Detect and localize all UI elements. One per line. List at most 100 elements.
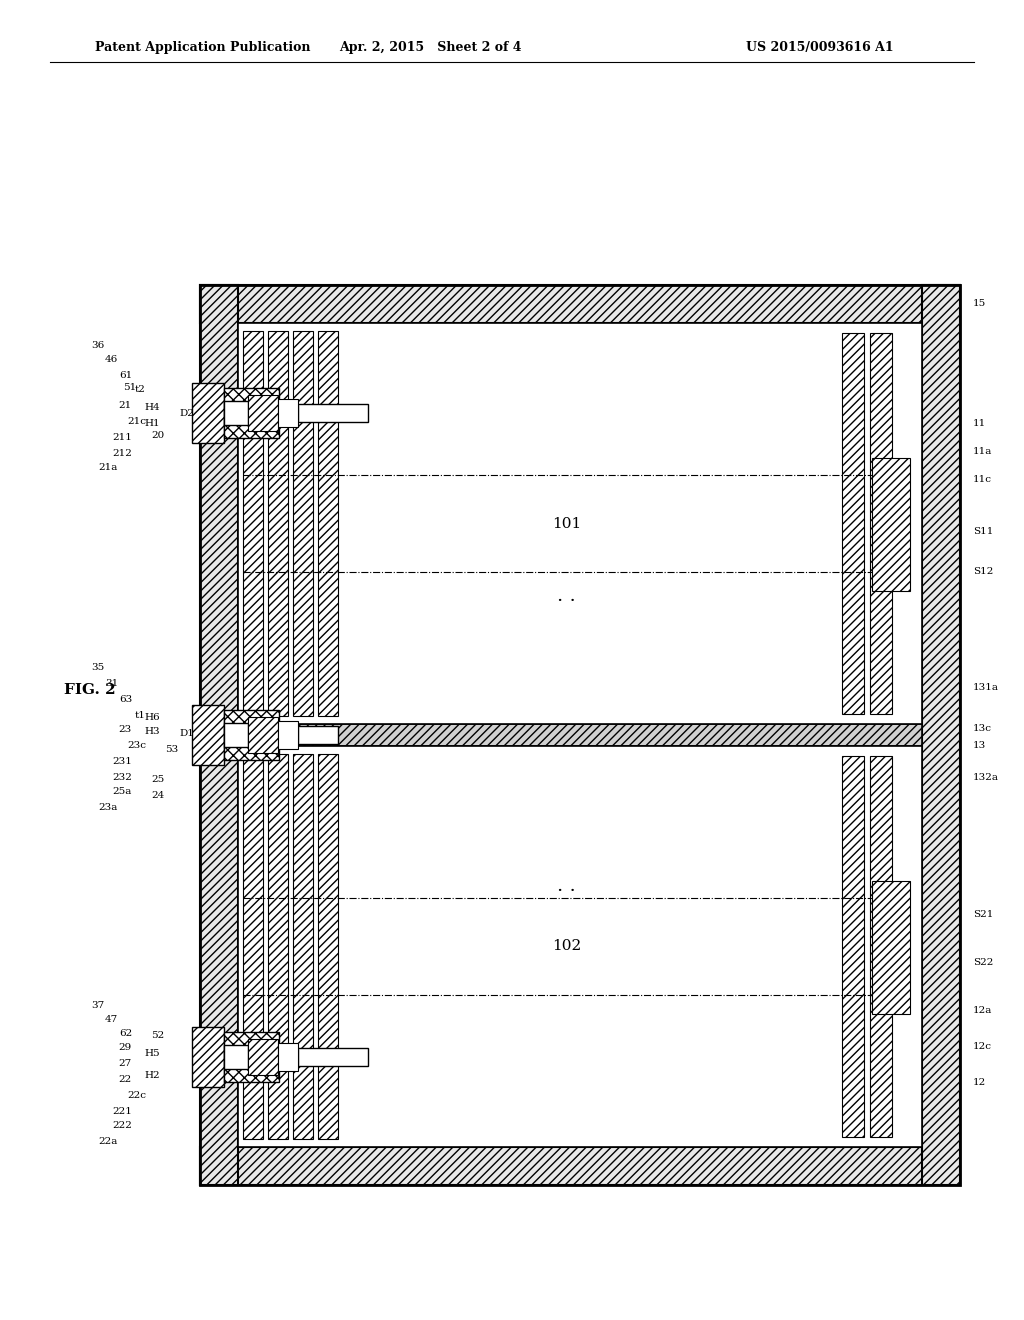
- Bar: [268, 331, 288, 715]
- Bar: [243, 1049, 298, 1065]
- Text: 36: 36: [91, 341, 104, 350]
- Bar: [872, 458, 910, 591]
- Text: 221: 221: [112, 1106, 132, 1115]
- Text: 31: 31: [104, 678, 118, 688]
- Text: S12: S12: [973, 568, 993, 576]
- Text: t2: t2: [135, 385, 146, 395]
- Text: 13c: 13c: [973, 723, 992, 733]
- Text: H2: H2: [144, 1071, 160, 1080]
- Bar: [278, 399, 298, 426]
- Text: . .: . .: [557, 878, 575, 895]
- Bar: [193, 1027, 224, 1086]
- Bar: [200, 285, 238, 1185]
- Text: 25a: 25a: [113, 788, 132, 796]
- Bar: [268, 754, 288, 1139]
- Text: S11: S11: [973, 527, 993, 536]
- Bar: [224, 710, 279, 760]
- Text: D2: D2: [179, 408, 194, 417]
- Text: 211: 211: [112, 433, 132, 442]
- Bar: [243, 405, 298, 421]
- Bar: [238, 746, 922, 1147]
- Text: 22c: 22c: [127, 1090, 146, 1100]
- Text: 37: 37: [91, 1001, 104, 1010]
- Text: 22a: 22a: [98, 1137, 118, 1146]
- Text: 23a: 23a: [98, 803, 118, 812]
- Text: 62: 62: [119, 1028, 132, 1038]
- Text: 61: 61: [119, 371, 132, 380]
- Text: D1: D1: [179, 729, 194, 738]
- Bar: [193, 383, 224, 444]
- Text: 46: 46: [104, 355, 118, 364]
- Text: 12c: 12c: [973, 1043, 992, 1051]
- Text: FIG. 2: FIG. 2: [65, 682, 116, 697]
- Text: 21a: 21a: [98, 463, 118, 473]
- Bar: [224, 723, 248, 747]
- Bar: [238, 726, 338, 744]
- Bar: [243, 727, 298, 743]
- Text: 63: 63: [119, 694, 132, 704]
- Bar: [238, 1048, 368, 1067]
- Bar: [200, 285, 961, 323]
- Text: 24: 24: [151, 791, 164, 800]
- Bar: [293, 754, 313, 1139]
- Text: H3: H3: [144, 726, 160, 735]
- Text: 47: 47: [104, 1015, 118, 1023]
- Text: 131a: 131a: [973, 682, 999, 692]
- Text: 22: 22: [119, 1074, 132, 1084]
- Text: 231: 231: [112, 756, 132, 766]
- Text: 21: 21: [119, 400, 132, 409]
- Text: 20: 20: [151, 430, 164, 440]
- Text: 12a: 12a: [973, 1006, 992, 1015]
- Text: 222: 222: [112, 1122, 132, 1130]
- Text: 29: 29: [119, 1044, 132, 1052]
- Text: 23c: 23c: [127, 741, 146, 750]
- Text: Apr. 2, 2015   Sheet 2 of 4: Apr. 2, 2015 Sheet 2 of 4: [339, 41, 521, 54]
- Text: 21c: 21c: [127, 417, 146, 425]
- Bar: [248, 395, 278, 432]
- Text: . .: . .: [557, 586, 575, 605]
- Bar: [200, 1147, 961, 1185]
- Text: 11a: 11a: [973, 446, 992, 455]
- Text: 132a: 132a: [973, 772, 999, 781]
- Bar: [238, 723, 922, 746]
- Text: 11c: 11c: [973, 475, 992, 484]
- Text: 23: 23: [119, 726, 132, 734]
- Text: 51: 51: [123, 384, 136, 392]
- Text: 13: 13: [973, 741, 986, 750]
- Bar: [248, 1039, 278, 1074]
- Bar: [243, 331, 263, 715]
- Text: 15: 15: [973, 300, 986, 309]
- Text: 11: 11: [973, 418, 986, 428]
- Text: US 2015/0093616 A1: US 2015/0093616 A1: [746, 41, 894, 54]
- Text: S22: S22: [973, 958, 993, 968]
- Bar: [872, 880, 910, 1014]
- Bar: [278, 721, 298, 748]
- Bar: [318, 754, 338, 1139]
- Bar: [243, 754, 263, 1139]
- Text: 27: 27: [119, 1059, 132, 1068]
- Text: 101: 101: [552, 516, 581, 531]
- Bar: [238, 404, 368, 422]
- Bar: [248, 717, 278, 752]
- Bar: [842, 333, 864, 714]
- Text: H6: H6: [144, 713, 160, 722]
- Text: 212: 212: [112, 449, 132, 458]
- Text: 12: 12: [973, 1078, 986, 1088]
- Bar: [293, 331, 313, 715]
- Text: t1: t1: [135, 710, 146, 719]
- Text: 53: 53: [165, 744, 178, 754]
- Bar: [318, 331, 338, 715]
- Bar: [224, 388, 279, 438]
- Text: 102: 102: [552, 940, 581, 953]
- Bar: [224, 1045, 248, 1069]
- Bar: [224, 401, 248, 425]
- Text: H5: H5: [144, 1049, 160, 1059]
- Text: H1: H1: [144, 418, 160, 428]
- Text: S21: S21: [973, 909, 993, 919]
- Bar: [200, 285, 961, 1185]
- Bar: [870, 756, 892, 1137]
- Bar: [870, 333, 892, 714]
- Text: 232: 232: [112, 772, 132, 781]
- Text: 25: 25: [151, 775, 164, 784]
- Bar: [238, 323, 922, 723]
